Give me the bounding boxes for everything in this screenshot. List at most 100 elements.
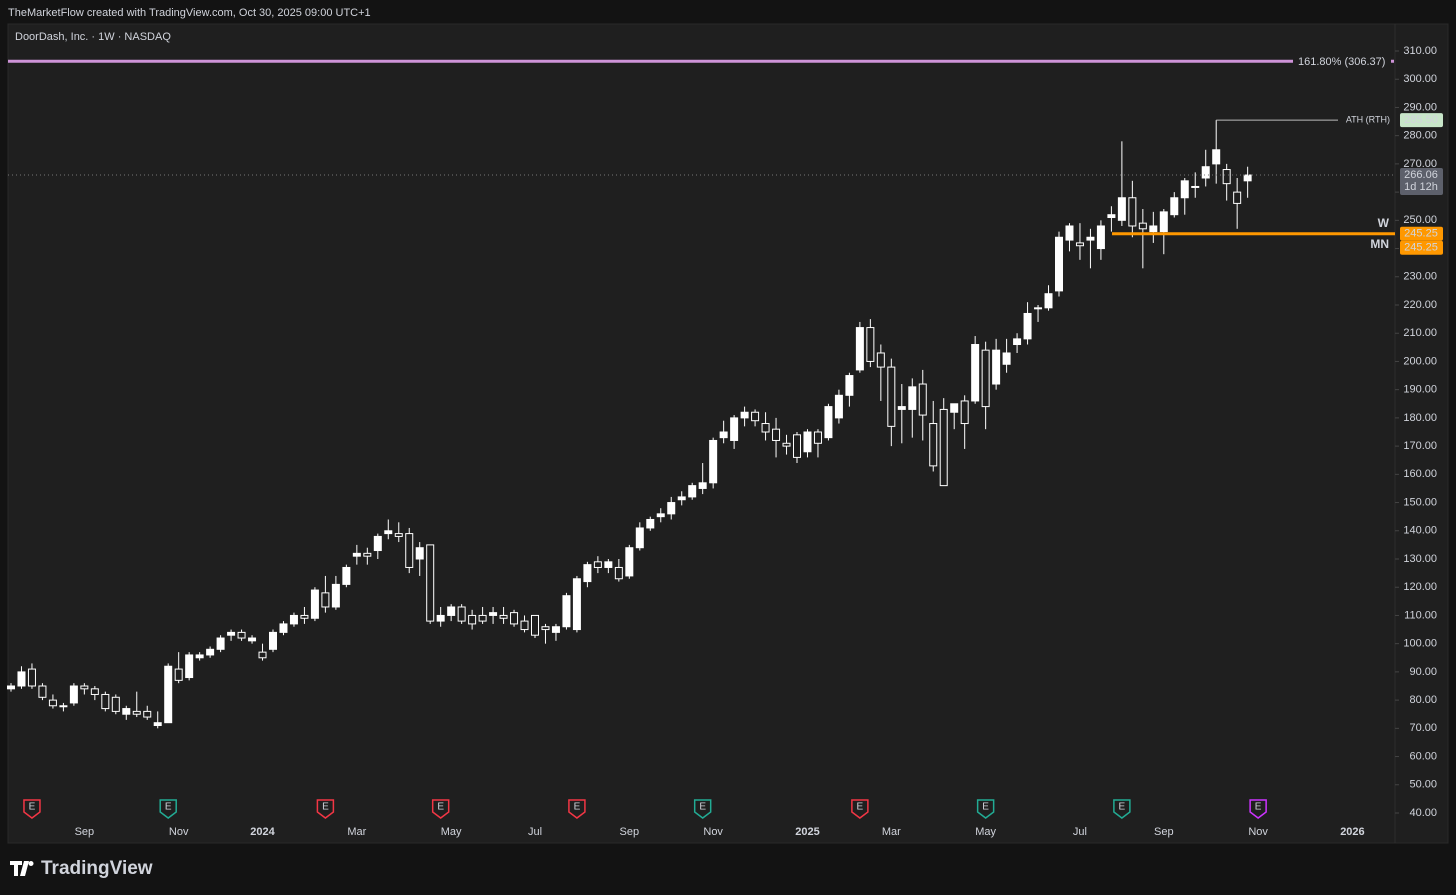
- candle-body: [719, 431, 728, 439]
- candle-body: [111, 696, 120, 712]
- y-tick-label: 250.00: [1403, 214, 1437, 226]
- candle-body: [1201, 166, 1210, 179]
- x-tick-label: Jul: [528, 826, 542, 838]
- candle-body: [667, 502, 676, 515]
- candle-body: [38, 685, 47, 698]
- y-tick-label: 80.00: [1409, 694, 1437, 706]
- candle-body: [227, 631, 236, 636]
- y-tick-label: 60.00: [1409, 750, 1437, 762]
- y-tick-label: 120.00: [1403, 581, 1437, 593]
- candle-body: [908, 386, 917, 410]
- candle-body: [1023, 312, 1032, 340]
- candle-body: [7, 685, 15, 690]
- support-box: [1400, 226, 1443, 241]
- earnings-label: E: [699, 802, 706, 813]
- candle-body: [1107, 214, 1116, 219]
- candle-body: [520, 620, 529, 631]
- countdown: 1d 12h: [1404, 181, 1438, 193]
- candle-body: [803, 431, 812, 453]
- candle-body: [1055, 236, 1063, 292]
- candle-body: [132, 710, 141, 715]
- candle-body: [363, 552, 372, 557]
- earnings-marker: [23, 799, 41, 819]
- y-tick-label: 310.00: [1403, 45, 1437, 57]
- x-tick-label: 2026: [1340, 826, 1364, 838]
- candle-body: [289, 614, 298, 625]
- candle-body: [950, 403, 959, 413]
- support-box: [1400, 240, 1443, 255]
- support-name: W: [1378, 216, 1390, 230]
- candle-body: [960, 400, 969, 425]
- x-tick-label: May: [441, 826, 462, 838]
- candle-body: [1149, 225, 1158, 233]
- earnings-marker: [1113, 799, 1131, 819]
- earnings-marker: [431, 799, 450, 819]
- earnings-label: E: [29, 802, 36, 813]
- candle-body: [562, 595, 571, 628]
- candle-body: [17, 671, 26, 687]
- candle-body: [164, 665, 173, 724]
- y-tick-label: 150.00: [1403, 496, 1437, 508]
- earnings-marker: [693, 799, 712, 819]
- candle-body: [468, 614, 477, 625]
- y-tick-label: 220.00: [1403, 299, 1437, 311]
- y-tick-label: 110.00: [1404, 609, 1437, 621]
- candle-body: [583, 564, 592, 583]
- y-tick-label: 70.00: [1409, 722, 1437, 734]
- earnings-label: E: [322, 802, 329, 813]
- y-tick-label: 190.00: [1403, 384, 1437, 396]
- candle-body: [279, 623, 288, 633]
- y-tick-label: 210.00: [1403, 327, 1437, 339]
- candle-body: [310, 589, 319, 619]
- x-tick-label: Nov: [169, 826, 189, 838]
- earnings-label: E: [165, 802, 172, 813]
- candle-body: [27, 668, 36, 687]
- candle-body: [342, 566, 351, 585]
- candle-body: [447, 606, 456, 616]
- x-tick-label: 2025: [795, 826, 819, 838]
- candle-body: [730, 417, 739, 441]
- candle-body: [1075, 242, 1084, 247]
- candle-body: [101, 693, 110, 710]
- y-tick-label: 230.00: [1403, 271, 1437, 283]
- candle-body: [1065, 225, 1074, 241]
- candle-body: [740, 411, 749, 419]
- x-tick-label: Nov: [703, 826, 723, 838]
- candle-body: [1117, 197, 1126, 221]
- candle-body: [992, 349, 1001, 385]
- candle-body: [321, 592, 330, 608]
- candle-body: [1212, 149, 1221, 165]
- candle-body: [206, 648, 215, 656]
- candle-body: [593, 561, 602, 568]
- candle-body: [1191, 185, 1200, 188]
- candle-body: [1044, 293, 1053, 309]
- candle-body: [300, 614, 309, 619]
- chart-title: DoorDash, Inc. · 1W · NASDAQ: [15, 31, 171, 43]
- candle-body: [531, 614, 539, 636]
- candle-body: [1002, 352, 1011, 365]
- x-tick-label: Mar: [882, 826, 901, 838]
- earnings-marker: [1249, 799, 1267, 819]
- candle-body: [248, 637, 257, 642]
- candle-body: [887, 366, 896, 427]
- earnings-label: E: [1119, 802, 1126, 813]
- candle-body: [269, 631, 277, 650]
- earnings-marker: [159, 799, 177, 819]
- candle-body: [373, 535, 382, 552]
- candle-body: [1096, 225, 1105, 250]
- candles: [7, 120, 1252, 729]
- candle-body: [793, 434, 801, 458]
- y-tick-label: 290.00: [1403, 101, 1437, 113]
- candle-body: [845, 375, 854, 396]
- last-price-box: [1400, 168, 1443, 196]
- earnings-marker: [976, 799, 995, 819]
- candle-body: [1159, 211, 1168, 233]
- y-tick-label: 200.00: [1403, 355, 1437, 367]
- fib-label: 161.80% (306.37): [1298, 56, 1385, 68]
- support-value: 245.25: [1404, 242, 1438, 254]
- candle-body: [614, 566, 623, 580]
- candle-body: [782, 442, 791, 447]
- y-tick-label: 300.00: [1403, 73, 1437, 85]
- candle-body: [237, 631, 246, 639]
